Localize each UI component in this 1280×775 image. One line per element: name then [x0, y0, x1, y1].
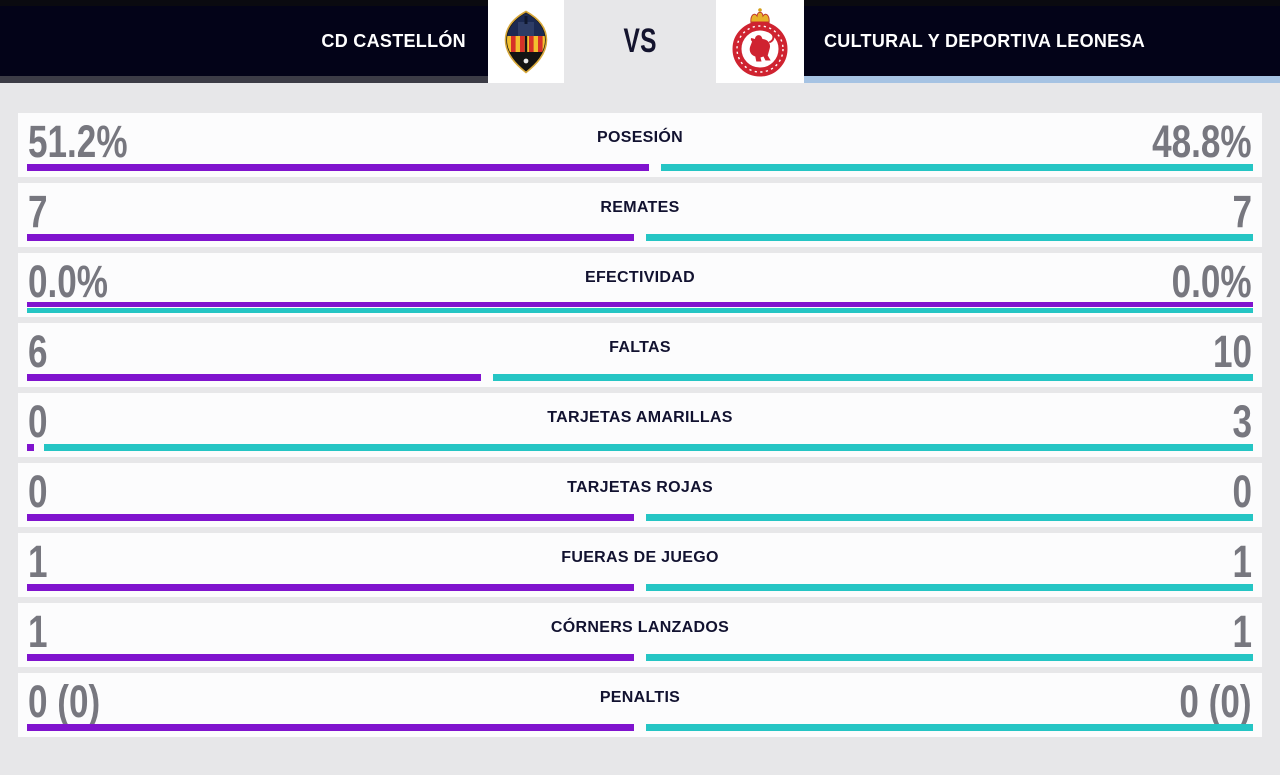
stat-label: FALTAS: [609, 339, 671, 356]
away-team-main: CULTURAL Y DEPORTIVA LEONESA: [804, 6, 1280, 76]
away-stat-bar: [27, 308, 1253, 313]
stat-bars: [27, 584, 1253, 591]
stat-value-home: 0 (0): [28, 676, 101, 727]
stat-row: 1 CÓRNERS LANZADOS 1: [18, 603, 1262, 667]
stat-row: 7 REMATES 7: [18, 183, 1262, 247]
home-stat-bar: [27, 374, 481, 381]
stat-label: CÓRNERS LANZADOS: [550, 619, 730, 636]
stat-value-home: 51.2%: [28, 116, 128, 167]
home-top-strip: [0, 0, 488, 6]
home-stat-bar: [27, 302, 1253, 307]
stat-bars: [27, 374, 1253, 381]
away-stat-bar: [646, 234, 1253, 241]
castellon-crest-icon: [504, 10, 548, 74]
home-stat-bar: [27, 444, 34, 451]
away-stat-bar: [660, 164, 1253, 171]
stat-value-away: 0.0%: [1171, 256, 1252, 307]
stat-bars: [27, 724, 1253, 731]
stat-row: 0 TARJETAS ROJAS 0: [18, 463, 1262, 527]
home-stat-bar: [27, 164, 649, 171]
stat-bars: [27, 444, 1253, 451]
away-stat-bar: [646, 724, 1253, 731]
stat-row: 51.2% POSESIÓN 48.8%: [18, 113, 1262, 177]
leonesa-crest-icon: [732, 7, 788, 76]
stat-label: TARJETAS AMARILLAS: [547, 409, 733, 426]
stat-value-away: 7: [1232, 186, 1252, 237]
stat-label: EFECTIVIDAD: [585, 269, 695, 286]
match-header: CD CASTELLÓN: [0, 0, 1280, 83]
home-stat-bar: [27, 724, 634, 731]
stat-value-away: 0: [1232, 466, 1252, 517]
stat-row: 0 (0) PENALTIS 0 (0): [18, 673, 1262, 737]
stat-label: POSESIÓN: [597, 129, 683, 146]
stat-value-away: 48.8%: [1152, 116, 1252, 167]
stat-value-away: 3: [1232, 396, 1252, 447]
stat-value-away: 10: [1212, 326, 1252, 377]
stat-value-home: 1: [28, 536, 48, 587]
away-stat-bar: [44, 444, 1253, 451]
stat-value-home: 0.0%: [28, 256, 109, 307]
vs-label: VS: [623, 22, 657, 60]
away-team-logo: [716, 0, 804, 83]
stat-value-home: 7: [28, 186, 48, 237]
stat-value-home: 6: [28, 326, 48, 377]
stat-label: REMATES: [600, 199, 680, 216]
stats-list: 51.2% POSESIÓN 48.8% 7 REMATES 7 0.0% EF…: [18, 113, 1262, 737]
home-accent-strip: [0, 76, 488, 83]
home-stat-bar: [27, 654, 634, 661]
home-team-logo: [488, 0, 564, 83]
stat-bars: [27, 302, 1253, 313]
away-top-strip: [804, 0, 1280, 6]
stat-row: 0 TARJETAS AMARILLAS 3: [18, 393, 1262, 457]
home-team-bar: CD CASTELLÓN: [0, 0, 488, 83]
vs-separator: VS: [564, 0, 716, 83]
stat-label: TARJETAS ROJAS: [567, 479, 713, 496]
stat-bars: [27, 234, 1253, 241]
stat-bars: [27, 514, 1253, 521]
stat-value-home: 0: [28, 466, 48, 517]
stat-value-away: 0 (0): [1179, 676, 1252, 727]
home-stat-bar: [27, 234, 634, 241]
stat-value-home: 0: [28, 396, 48, 447]
stat-bars: [27, 164, 1253, 171]
stat-label: FUERAS DE JUEGO: [561, 549, 719, 566]
home-team-main: CD CASTELLÓN: [0, 6, 488, 76]
stat-label: PENALTIS: [599, 689, 681, 706]
stat-row: 1 FUERAS DE JUEGO 1: [18, 533, 1262, 597]
away-stat-bar: [646, 654, 1253, 661]
stat-value-away: 1: [1232, 536, 1252, 587]
away-stat-bar: [646, 514, 1253, 521]
stat-value-home: 1: [28, 606, 48, 657]
away-stat-bar: [646, 584, 1253, 591]
home-stat-bar: [27, 584, 634, 591]
away-accent-strip: [804, 76, 1280, 83]
home-stat-bar: [27, 514, 634, 521]
away-stat-bar: [492, 374, 1253, 381]
stat-row: 0.0% EFECTIVIDAD 0.0%: [18, 253, 1262, 317]
away-team-bar: CULTURAL Y DEPORTIVA LEONESA: [804, 0, 1280, 83]
stat-bars: [27, 654, 1253, 661]
away-team-name: CULTURAL Y DEPORTIVA LEONESA: [824, 30, 1146, 51]
stat-value-away: 1: [1232, 606, 1252, 657]
stat-row: 6 FALTAS 10: [18, 323, 1262, 387]
home-team-name: CD CASTELLÓN: [321, 30, 466, 51]
